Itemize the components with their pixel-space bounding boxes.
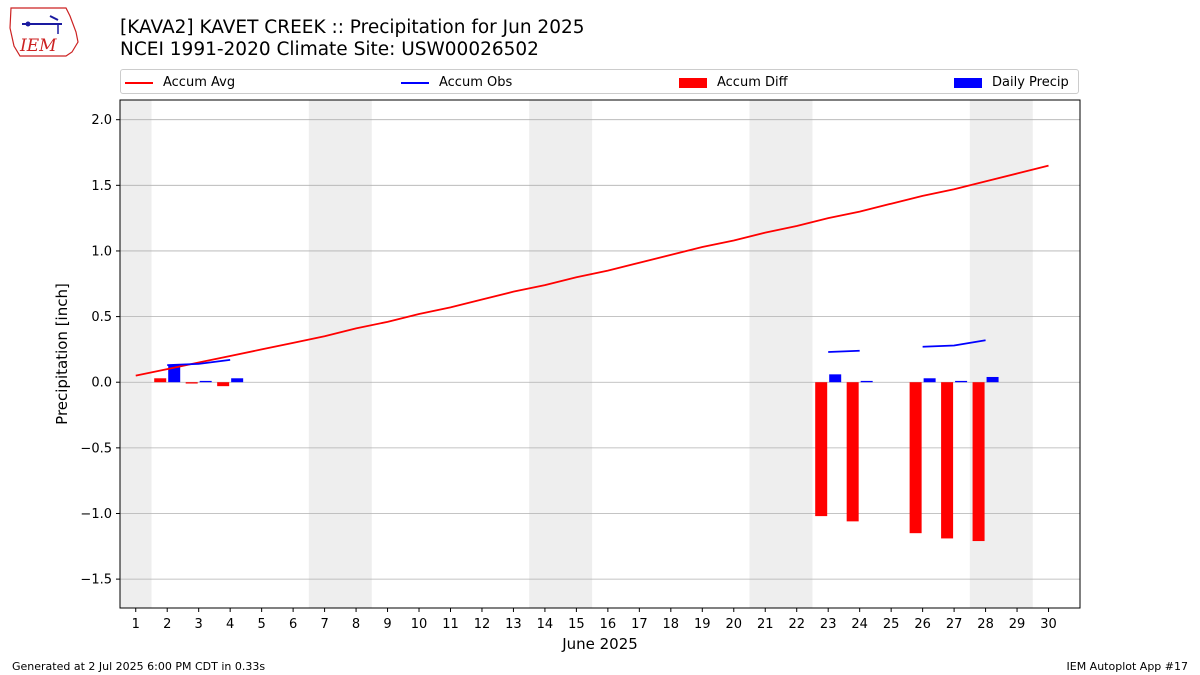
legend-label: Daily Precip [992, 75, 1069, 90]
iem-logo-icon: IEM [9, 7, 79, 57]
x-tick-label: 13 [505, 617, 522, 632]
accum-diff-bar [217, 382, 230, 387]
legend-swatch [125, 81, 153, 84]
weekend-shade [529, 100, 593, 608]
y-tick-label: 0.5 [91, 310, 112, 325]
legend-label: Accum Obs [439, 75, 513, 90]
y-axis-label: Precipitation [inch] [53, 283, 71, 425]
daily-precip-bar [231, 378, 244, 383]
generated-footnote: Generated at 2 Jul 2025 6:00 PM CDT in 0… [12, 660, 266, 673]
legend-swatch [954, 77, 982, 88]
x-tick-label: 23 [820, 617, 837, 632]
y-tick-label: 0.0 [91, 376, 112, 391]
y-tick-label: −1.5 [80, 573, 112, 588]
x-tick-label: 18 [663, 617, 680, 632]
x-tick-label: 21 [757, 617, 774, 632]
y-tick-label: 2.0 [91, 113, 112, 128]
x-tick-label: 1 [132, 617, 140, 632]
x-tick-label: 19 [694, 617, 711, 632]
chart-legend: Accum Avg Accum Obs Accum Diff Daily Pre… [120, 69, 1079, 94]
x-tick-label: 25 [883, 617, 900, 632]
y-tick-label: −0.5 [80, 441, 112, 456]
daily-precip-bar [923, 378, 936, 383]
daily-precip-bar [199, 380, 212, 383]
legend-entry-accum-obs: Accum Obs [401, 70, 512, 95]
accum-obs-line [828, 349, 860, 353]
x-tick-label: 4 [226, 617, 234, 632]
plot-frame [119, 99, 1081, 609]
weekend-shade [308, 100, 372, 608]
legend-label: Accum Avg [163, 75, 236, 90]
x-tick-label: 27 [946, 617, 963, 632]
accum-diff-bar [154, 378, 167, 383]
accum-diff-bar [185, 382, 198, 384]
accum-diff-bar [941, 382, 954, 539]
legend-entry-accum-avg: Accum Avg [125, 70, 235, 95]
x-tick-label: 29 [1009, 617, 1026, 632]
x-tick-label: 28 [977, 617, 994, 632]
legend-label: Accum Diff [717, 75, 788, 90]
logo-text: IEM [19, 36, 57, 56]
x-tick-label: 22 [788, 617, 805, 632]
weekend-shade [749, 100, 813, 608]
accum-diff-bar [846, 382, 859, 522]
accum-avg-line [135, 164, 1049, 377]
x-tick-label: 20 [725, 617, 742, 632]
x-tick-label: 30 [1040, 617, 1057, 632]
x-tick-label: 3 [195, 617, 203, 632]
x-tick-label: 7 [320, 617, 328, 632]
legend-entry-accum-diff: Accum Diff [679, 70, 788, 95]
legend-entry-daily-precip: Daily Precip [954, 70, 1069, 95]
x-tick-label: 16 [600, 617, 617, 632]
x-tick-label: 17 [631, 617, 648, 632]
x-tick-label: 24 [851, 617, 868, 632]
legend-swatch [401, 81, 429, 84]
x-tick-label: 26 [914, 617, 931, 632]
daily-precip-bar [168, 365, 181, 383]
daily-precip-bar [955, 380, 968, 383]
x-tick-label: 9 [383, 617, 391, 632]
x-tick-label: 15 [568, 617, 585, 632]
x-tick-label: 2 [163, 617, 171, 632]
daily-precip-bar [986, 376, 999, 383]
daily-precip-bar [829, 374, 842, 383]
y-tick-label: −1.0 [80, 507, 112, 522]
accum-diff-bar [909, 382, 922, 534]
y-tick-label: 1.5 [91, 179, 112, 194]
accum-diff-bar [972, 382, 985, 542]
x-axis-label: June 2025 [561, 635, 638, 653]
x-tick-label: 11 [442, 617, 459, 632]
accum-diff-bar [815, 382, 828, 517]
x-tick-label: 6 [289, 617, 297, 632]
x-tick-label: 12 [474, 617, 491, 632]
x-tick-label: 8 [352, 617, 360, 632]
accum-obs-line [922, 339, 986, 348]
x-tick-label: 14 [537, 617, 554, 632]
app-footnote: IEM Autoplot App #17 [1066, 660, 1189, 673]
y-tick-label: 1.0 [91, 244, 112, 259]
x-tick-label: 5 [257, 617, 265, 632]
chart-title: [KAVA2] KAVET CREEK :: Precipitation for… [120, 17, 585, 38]
legend-swatch [679, 77, 707, 88]
x-tick-label: 10 [411, 617, 428, 632]
weekend-shade [120, 100, 152, 608]
chart-subtitle: NCEI 1991-2020 Climate Site: USW00026502 [120, 39, 539, 60]
accum-obs-line [167, 359, 231, 367]
daily-precip-bar [860, 380, 873, 383]
